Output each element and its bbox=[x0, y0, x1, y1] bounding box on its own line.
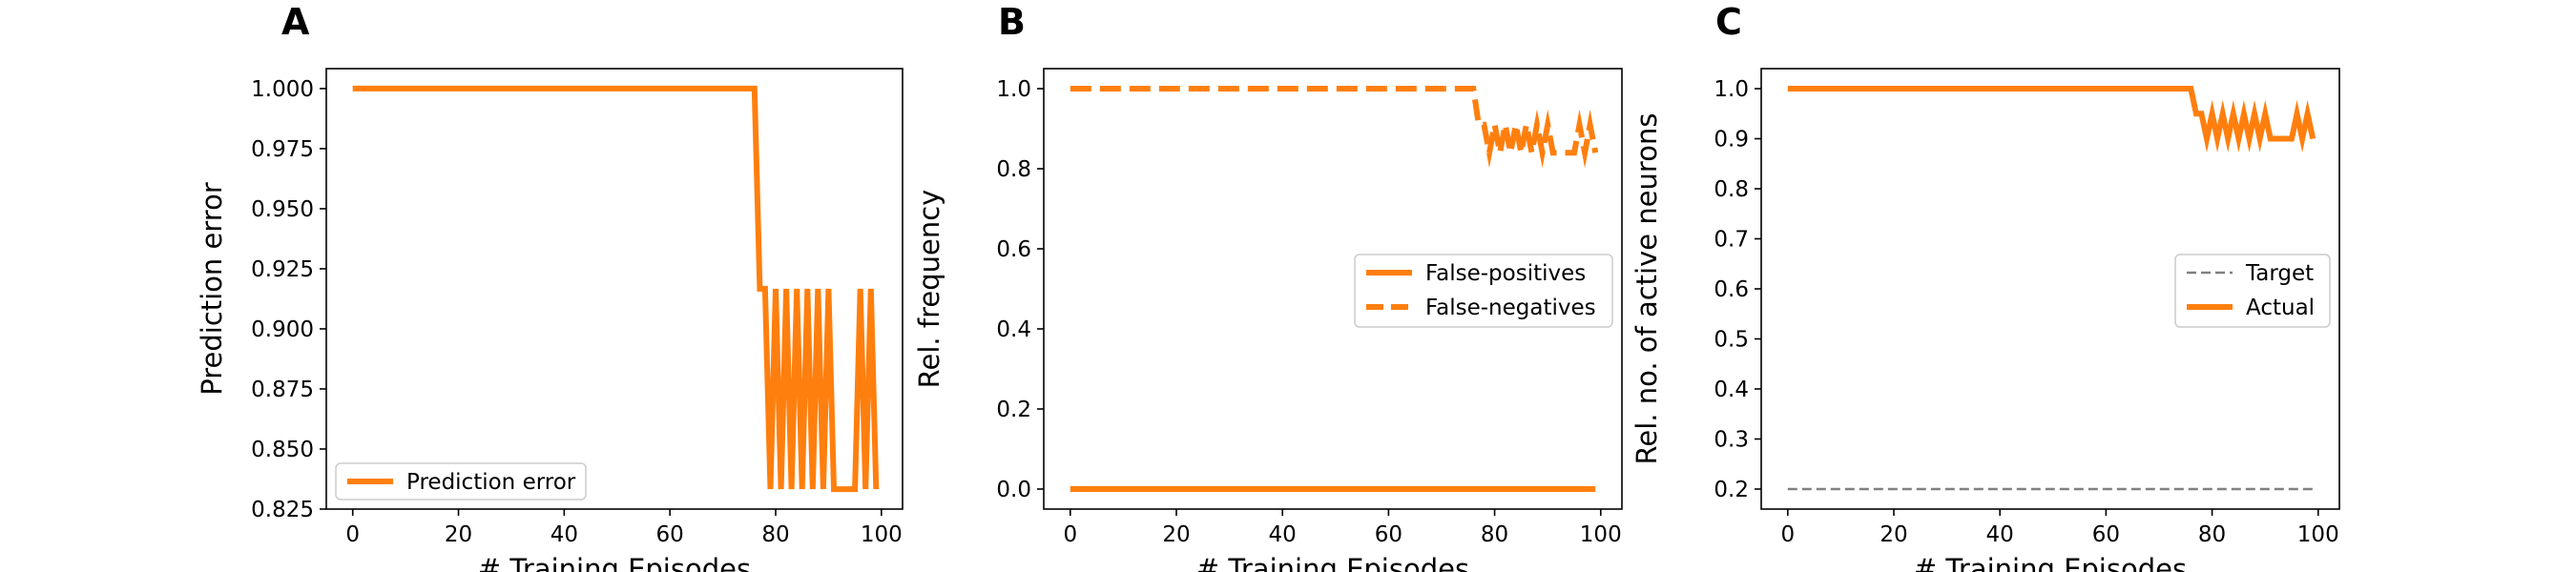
y-tick-label: 0.8 bbox=[1714, 177, 1749, 202]
x-tick-label: 80 bbox=[761, 522, 789, 547]
x-axis-label: # Training Episodes bbox=[1196, 553, 1469, 572]
y-tick-label: 0.900 bbox=[251, 317, 314, 342]
y-tick-label: 0.4 bbox=[1714, 378, 1749, 402]
y-tick-label: 0.825 bbox=[251, 498, 314, 522]
y-tick-label: 0.925 bbox=[251, 257, 314, 282]
legend-label: False-positives bbox=[1425, 261, 1586, 286]
x-tick-label: 20 bbox=[1880, 522, 1907, 547]
y-tick-label: 0.975 bbox=[251, 137, 314, 162]
series-line-prediction-error bbox=[352, 85, 880, 493]
x-tick-label: 20 bbox=[1162, 522, 1190, 547]
x-tick-label: 40 bbox=[551, 522, 578, 547]
series-group bbox=[1787, 86, 2316, 491]
y-tick-label: 0.2 bbox=[996, 398, 1031, 422]
y-tick-label: 1.0 bbox=[996, 77, 1031, 102]
y-tick-label: 0.7 bbox=[1714, 228, 1749, 253]
series-line-actual bbox=[1787, 86, 2316, 153]
x-tick-label: 60 bbox=[656, 522, 684, 547]
legend: Prediction error bbox=[335, 462, 587, 500]
y-tick-label: 0.3 bbox=[1714, 428, 1749, 453]
legend-label: Target bbox=[2245, 261, 2314, 286]
y-tick-label: 0.0 bbox=[996, 478, 1031, 502]
x-tick-label: 100 bbox=[1580, 522, 1622, 547]
panel-c: C 0 20 40 60 80 100 0.2 0.3 0.4 0.5 0.6 0.7 0.8 0.9 1.0… bbox=[1631, 1, 2340, 572]
y-tick-label: 0.875 bbox=[251, 378, 314, 402]
x-axis-label: # Training Episodes bbox=[1914, 553, 2187, 572]
panel-letter: C bbox=[1715, 1, 1742, 43]
y-tick-label: 0.9 bbox=[1714, 128, 1749, 153]
y-axis-label: Prediction error bbox=[196, 182, 228, 396]
x-tick-label: 100 bbox=[861, 522, 903, 547]
series-group bbox=[352, 85, 880, 493]
y-tick-label: 1.000 bbox=[251, 77, 314, 102]
y-tick-label: 0.950 bbox=[251, 197, 314, 222]
legend-label: Actual bbox=[2246, 296, 2315, 320]
legend: Target Actual bbox=[2174, 254, 2331, 328]
x-tick-label: 80 bbox=[2198, 522, 2226, 547]
legend-box bbox=[335, 462, 587, 500]
y-tick-label: 0.8 bbox=[996, 157, 1031, 182]
x-tick-label: 60 bbox=[2092, 522, 2120, 547]
plot-frame bbox=[325, 68, 904, 510]
x-tick-label: 0 bbox=[1063, 522, 1077, 547]
y-tick-label: 0.850 bbox=[251, 438, 314, 462]
x-axis-label: # Training Episodes bbox=[478, 553, 751, 572]
y-axis-label: Rel. no. of active neurons bbox=[1631, 113, 1663, 465]
legend-box bbox=[1354, 254, 1613, 328]
legend-label: Prediction error bbox=[406, 470, 576, 495]
panel-letter: A bbox=[281, 1, 310, 43]
x-tick-label: 100 bbox=[2297, 522, 2339, 547]
y-tick-label: 0.6 bbox=[1714, 277, 1749, 302]
x-tick-label: 20 bbox=[445, 522, 472, 547]
legend-label: False-negatives bbox=[1425, 296, 1596, 320]
panel-a: A 0 20 40 60 80 100 0.825 0.850 0.875 0.900 0.925 0.… bbox=[196, 1, 904, 572]
panel-letter: B bbox=[998, 1, 1026, 43]
x-tick-label: 80 bbox=[1481, 522, 1508, 547]
y-axis-label: Rel. frequency bbox=[913, 190, 945, 389]
x-tick-label: 60 bbox=[1375, 522, 1402, 547]
panel-b: B 0 20 40 60 80 100 0.0 0.2 0.4 0.6 0.8 1.0 # Trainin… bbox=[913, 1, 1623, 572]
plot-frame bbox=[1043, 68, 1623, 510]
x-tick-label: 40 bbox=[1986, 522, 2014, 547]
x-tick-label: 0 bbox=[345, 522, 360, 547]
y-tick-label: 0.6 bbox=[996, 237, 1031, 262]
y-tick-label: 0.2 bbox=[1714, 478, 1749, 502]
y-tick-label: 0.5 bbox=[1714, 328, 1749, 353]
series-line-false-negatives bbox=[1070, 86, 1599, 169]
series-group bbox=[1070, 86, 1599, 492]
x-tick-label: 0 bbox=[1780, 522, 1795, 547]
legend: False-positives False-negatives bbox=[1354, 254, 1613, 328]
x-tick-label: 40 bbox=[1269, 522, 1297, 547]
y-tick-label: 1.0 bbox=[1714, 77, 1749, 102]
y-tick-label: 0.4 bbox=[996, 317, 1031, 342]
